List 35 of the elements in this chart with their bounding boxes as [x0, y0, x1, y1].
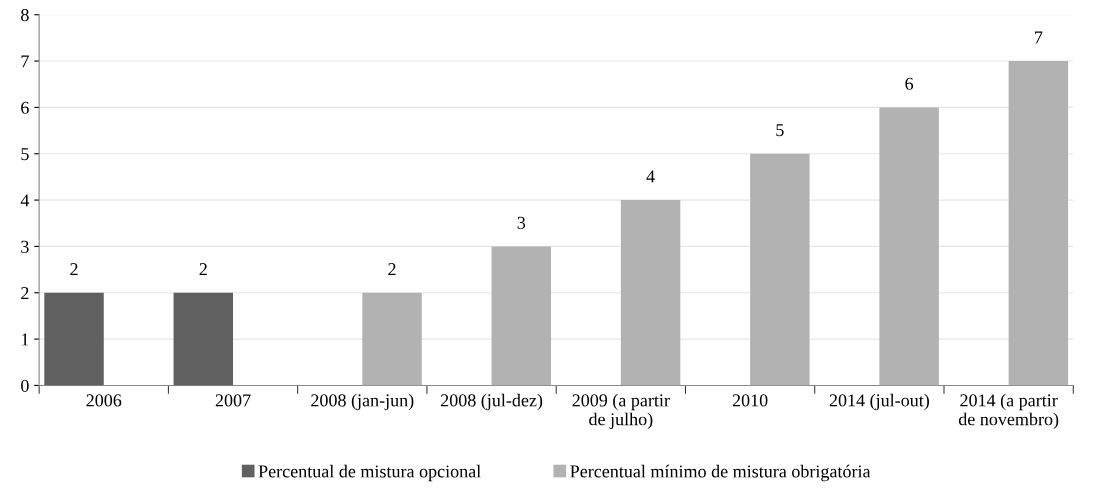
y-tick-label: 2 [21, 287, 29, 300]
x-tick-label: 2008 (jul-dez) [440, 393, 543, 411]
data-label: 2 [70, 263, 78, 276]
data-label: 2 [199, 263, 207, 276]
data-label: 3 [517, 216, 526, 229]
x-tick-label: 2008 (jan-jun) [311, 393, 414, 411]
data-label: 2 [388, 263, 396, 276]
y-tick-label: 5 [21, 148, 29, 161]
x-tick-label: 2014 (a partir de novembro) [958, 393, 1059, 430]
data-label: 5 [776, 124, 784, 137]
y-tick-label: 0 [21, 379, 29, 392]
y-tick-label: 1 [21, 333, 29, 346]
x-tick-label: 2006 [86, 394, 122, 407]
bar [173, 292, 234, 386]
y-tick-label: 4 [20, 194, 30, 207]
x-tick-label: 2010 [732, 394, 768, 407]
data-label: 4 [646, 170, 655, 183]
data-label: 6 [905, 77, 914, 90]
bar [491, 246, 552, 386]
bar [44, 292, 104, 386]
bar [750, 153, 810, 386]
bar [879, 107, 939, 386]
legend-label: Percentual mínimo de mistura obrigatória [570, 464, 871, 482]
bar [362, 292, 422, 386]
x-tick-label: 2007 [215, 394, 251, 407]
bar [620, 200, 681, 386]
legend-label: Percentual de mistura opcional [258, 464, 481, 482]
x-tick-label: 2014 (jul-out) [829, 393, 929, 411]
y-tick-label: 6 [21, 101, 29, 114]
bar [1008, 61, 1069, 386]
data-label: 7 [1035, 31, 1043, 44]
y-tick-label: 3 [21, 240, 29, 253]
y-tick-label: 8 [21, 8, 29, 22]
y-tick-label: 7 [21, 55, 29, 68]
x-tick-label: 2009 (a partir de julho) [572, 393, 670, 430]
